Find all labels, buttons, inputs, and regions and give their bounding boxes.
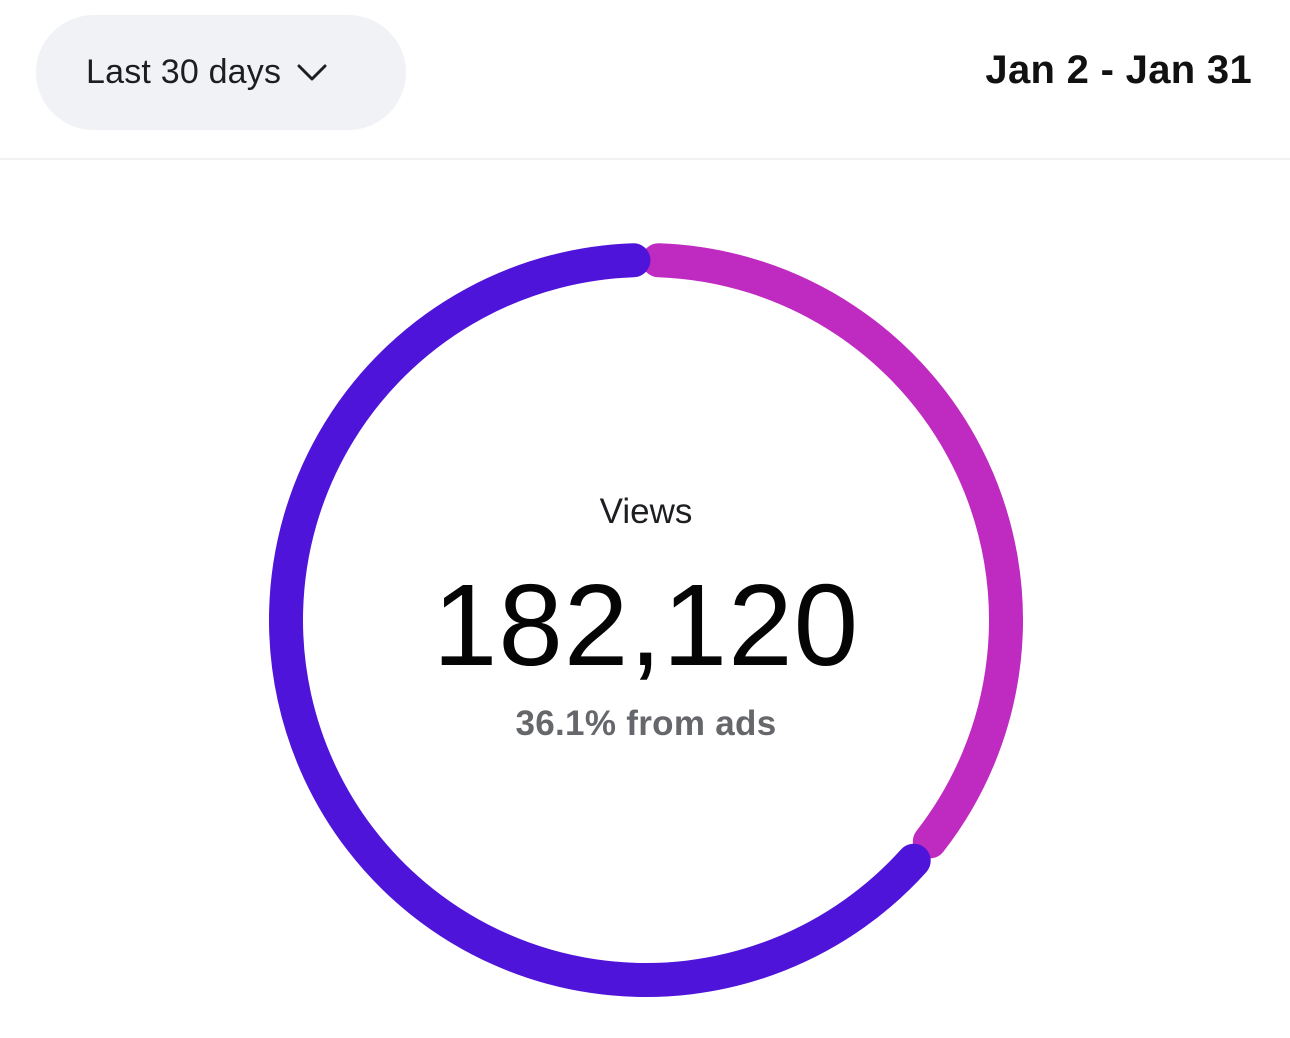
metric-value: 182,120 bbox=[432, 560, 860, 690]
metric-label: Views bbox=[599, 492, 693, 531]
header-bar: Last 30 days Jan 2 - Jan 31 bbox=[0, 0, 1290, 160]
donut-svg bbox=[269, 243, 1023, 997]
date-range-dropdown[interactable]: Last 30 days bbox=[36, 15, 406, 130]
metric-subtitle: 36.1% from ads bbox=[515, 704, 777, 743]
date-range-text: Jan 2 - Jan 31 bbox=[985, 48, 1252, 92]
donut-segment-ads bbox=[641, 243, 1023, 859]
donut-center: Views 182,120 36.1% from ads bbox=[268, 242, 1024, 998]
donut-segment-other bbox=[269, 243, 931, 997]
views-donut-chart: Views 182,120 36.1% from ads bbox=[268, 242, 1024, 998]
chevron-down-icon bbox=[297, 63, 327, 83]
date-range-dropdown-label: Last 30 days bbox=[86, 53, 282, 91]
